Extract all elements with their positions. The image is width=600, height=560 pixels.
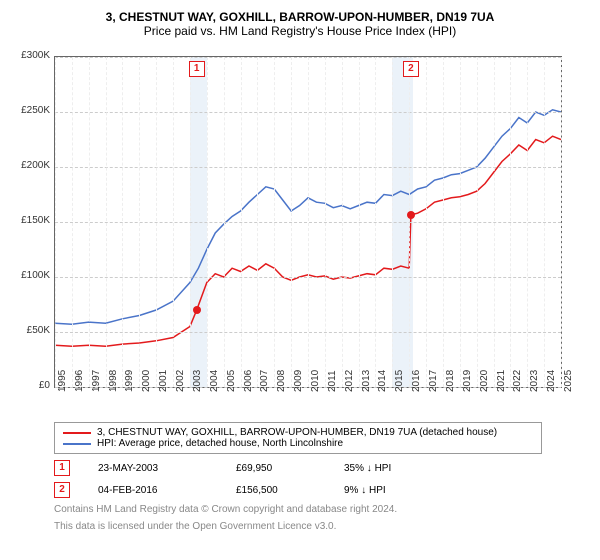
x-axis-label: 2009 — [293, 370, 304, 392]
gridline-v — [460, 57, 461, 387]
gridline-v — [139, 57, 140, 387]
gridline-v — [257, 57, 258, 387]
legend-label: HPI: Average price, detached house, Nort… — [97, 438, 343, 449]
legend-item: 3, CHESTNUT WAY, GOXHILL, BARROW-UPON-HU… — [63, 427, 533, 438]
event-marker: 1 — [189, 61, 205, 77]
x-axis-label: 2013 — [361, 370, 372, 392]
sale-delta: 35% ↓ HPI — [344, 463, 391, 474]
x-axis-label: 2004 — [209, 370, 220, 392]
x-axis-label: 2011 — [327, 370, 338, 392]
x-axis-label: 1999 — [124, 370, 135, 392]
x-axis-label: 2012 — [344, 370, 355, 392]
y-axis-label: £0 — [10, 380, 50, 391]
gridline-v — [122, 57, 123, 387]
y-axis-label: £100K — [10, 270, 50, 281]
x-axis-label: 2008 — [276, 370, 287, 392]
gridline-v — [375, 57, 376, 387]
x-axis-label: 2023 — [529, 370, 540, 392]
legend-label: 3, CHESTNUT WAY, GOXHILL, BARROW-UPON-HU… — [97, 427, 497, 438]
y-axis-label: £150K — [10, 215, 50, 226]
y-axis-label: £300K — [10, 50, 50, 61]
sales-records: 1 23-MAY-2003 £69,950 35% ↓ HPI 2 04-FEB-2016… — [10, 460, 590, 498]
x-axis-label: 2006 — [243, 370, 254, 392]
x-axis-label: 2018 — [445, 370, 456, 392]
x-axis-label: 1998 — [108, 370, 119, 392]
sale-dot — [193, 306, 201, 314]
gridline-v — [55, 57, 56, 387]
gridline-v — [359, 57, 360, 387]
gridline-v — [561, 57, 562, 387]
legend-box: 3, CHESTNUT WAY, GOXHILL, BARROW-UPON-HU… — [54, 422, 542, 454]
x-axis-label: 2002 — [175, 370, 186, 392]
chart-title-sub: Price paid vs. HM Land Registry's House … — [10, 24, 590, 38]
gridline-v — [544, 57, 545, 387]
gridline-v — [325, 57, 326, 387]
x-axis-label: 1995 — [57, 370, 68, 392]
gridline-v — [207, 57, 208, 387]
y-axis-label: £250K — [10, 105, 50, 116]
gridline-v — [409, 57, 410, 387]
sale-row: 2 04-FEB-2016 £156,500 9% ↓ HPI — [54, 482, 590, 498]
x-axis-label: 2015 — [394, 370, 405, 392]
gridline-v — [89, 57, 90, 387]
x-axis-label: 2014 — [377, 370, 388, 392]
gridline-v — [224, 57, 225, 387]
sale-price: £156,500 — [236, 485, 316, 496]
sale-date: 23-MAY-2003 — [98, 463, 208, 474]
gridline-v — [510, 57, 511, 387]
x-axis-label: 2020 — [479, 370, 490, 392]
gridline-v — [156, 57, 157, 387]
x-axis-label: 2000 — [141, 370, 152, 392]
gridline-v — [477, 57, 478, 387]
gridline-v — [190, 57, 191, 387]
sale-dot — [407, 211, 415, 219]
x-axis-label: 2025 — [563, 370, 574, 392]
gridline-v — [173, 57, 174, 387]
x-axis-label: 2024 — [546, 370, 557, 392]
chart-area: 12 £0£50K£100K£150K£200K£250K£300K199519… — [10, 46, 570, 416]
x-axis-label: 2007 — [259, 370, 270, 392]
footer-line-2: This data is licensed under the Open Gov… — [54, 521, 590, 532]
sale-marker: 1 — [54, 460, 70, 476]
legend-item: HPI: Average price, detached house, Nort… — [63, 438, 533, 449]
gridline-v — [291, 57, 292, 387]
footer-line-1: Contains HM Land Registry data © Crown c… — [54, 504, 590, 515]
legend-swatch — [63, 432, 91, 434]
chart-title-main: 3, CHESTNUT WAY, GOXHILL, BARROW-UPON-HU… — [10, 10, 590, 24]
gridline-v — [443, 57, 444, 387]
gridline-v — [72, 57, 73, 387]
x-axis-label: 2019 — [462, 370, 473, 392]
sale-marker: 2 — [54, 482, 70, 498]
x-axis-label: 2016 — [411, 370, 422, 392]
gridline-v — [527, 57, 528, 387]
x-axis-label: 2021 — [496, 370, 507, 392]
sale-price: £69,950 — [236, 463, 316, 474]
gridline-v — [426, 57, 427, 387]
gridline-v — [494, 57, 495, 387]
gridline-v — [241, 57, 242, 387]
x-axis-label: 2010 — [310, 370, 321, 392]
x-axis-label: 2001 — [158, 370, 169, 392]
x-axis-label: 2005 — [226, 370, 237, 392]
x-axis-label: 2022 — [512, 370, 523, 392]
gridline-v — [308, 57, 309, 387]
event-marker: 2 — [403, 61, 419, 77]
sale-delta: 9% ↓ HPI — [344, 485, 386, 496]
x-axis-label: 2003 — [192, 370, 203, 392]
gridline-v — [342, 57, 343, 387]
plot-region: 12 — [54, 56, 562, 388]
y-axis-label: £200K — [10, 160, 50, 171]
x-axis-label: 2017 — [428, 370, 439, 392]
legend-swatch — [63, 443, 91, 445]
y-axis-label: £50K — [10, 325, 50, 336]
gridline-v — [106, 57, 107, 387]
gridline-v — [392, 57, 393, 387]
x-axis-label: 1996 — [74, 370, 85, 392]
gridline-v — [274, 57, 275, 387]
x-axis-label: 1997 — [91, 370, 102, 392]
sale-date: 04-FEB-2016 — [98, 485, 208, 496]
sale-row: 1 23-MAY-2003 £69,950 35% ↓ HPI — [54, 460, 590, 476]
